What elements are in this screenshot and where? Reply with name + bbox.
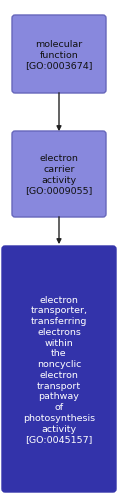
Text: molecular
function
[GO:0003674]: molecular function [GO:0003674] (25, 40, 93, 70)
Text: electron
transporter,
transferring
electrons
within
the
noncyclic
electron
trans: electron transporter, transferring elect… (23, 295, 95, 443)
FancyBboxPatch shape (2, 246, 116, 492)
FancyBboxPatch shape (12, 132, 106, 217)
FancyBboxPatch shape (12, 16, 106, 94)
Text: electron
carrier
activity
[GO:0009055]: electron carrier activity [GO:0009055] (25, 154, 93, 195)
